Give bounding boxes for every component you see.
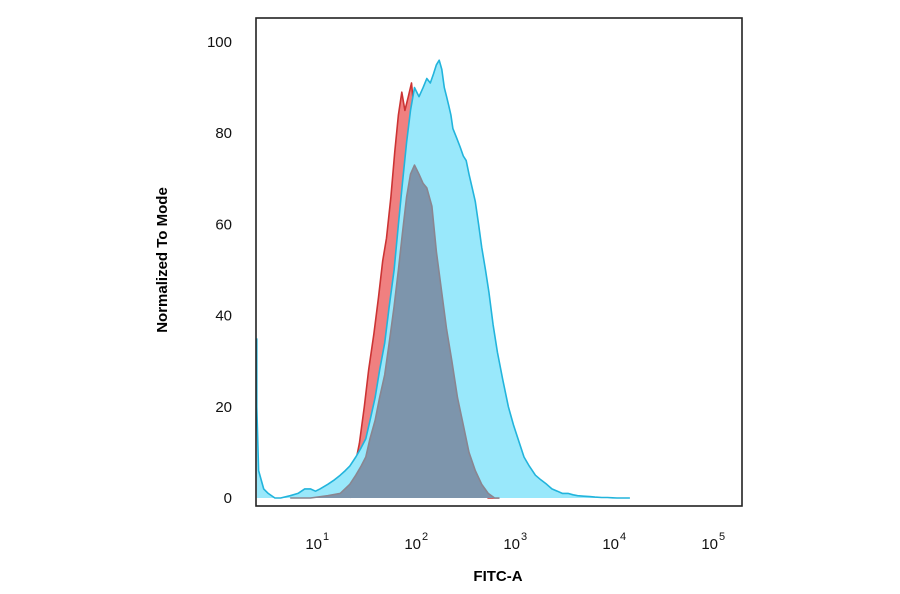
series-3-line (290, 164, 500, 499)
plot-area (255, 17, 743, 507)
series-layer (256, 59, 630, 499)
y-tick-label: 40 (215, 308, 232, 325)
plot-frame (255, 17, 743, 507)
x-tick-exponent: 5 (719, 531, 725, 543)
y-tick-label: 0 (224, 490, 232, 507)
x-tick-label: 10 4 (602, 531, 626, 553)
x-axis-label: FITC-A (473, 568, 522, 585)
x-axis-ticks: 10 1 10 2 10 3 10 4 10 5 (305, 531, 725, 553)
x-tick-exponent: 2 (422, 531, 428, 543)
x-tick-base: 10 (503, 536, 520, 553)
x-tick-label: 10 1 (305, 531, 329, 553)
y-tick-label: 60 (215, 216, 232, 233)
y-axis-ticks: 0 20 40 60 80 100 (207, 34, 232, 507)
x-tick-base: 10 (305, 536, 322, 553)
series-3-area (290, 165, 500, 498)
y-axis-label: Normalized To Mode (154, 187, 171, 333)
series-2-line (256, 59, 630, 499)
y-tick-label: 20 (215, 399, 232, 416)
x-tick-base: 10 (701, 536, 718, 553)
x-tick-base: 10 (602, 536, 619, 553)
x-tick-label: 10 3 (503, 531, 527, 553)
x-tick-exponent: 4 (620, 531, 626, 543)
x-tick-label: 10 2 (404, 531, 428, 553)
x-tick-base: 10 (404, 536, 421, 553)
x-tick-exponent: 1 (323, 531, 329, 543)
y-tick-label: 80 (215, 125, 232, 142)
x-tick-exponent: 3 (521, 531, 527, 543)
y-tick-label: 100 (207, 34, 232, 51)
series-2-area (256, 60, 630, 498)
x-tick-label: 10 5 (701, 531, 725, 553)
